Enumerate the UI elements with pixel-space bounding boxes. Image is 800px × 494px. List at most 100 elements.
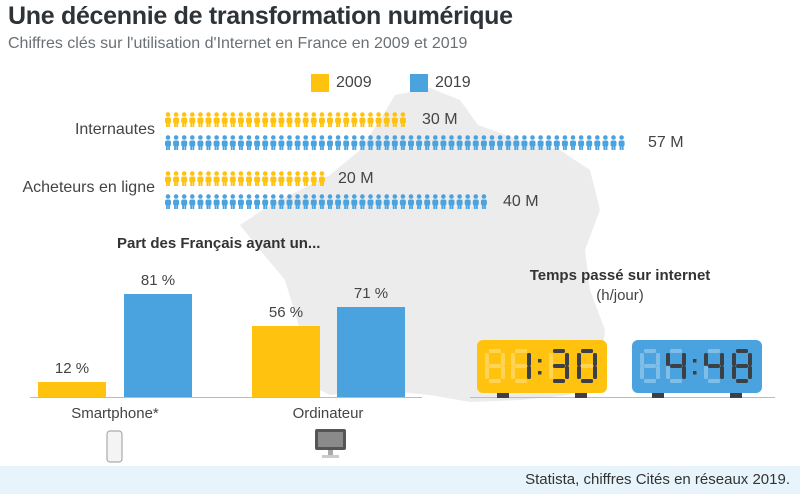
person-icon [408,194,414,209]
person-icon [213,171,220,186]
person-icon [416,194,423,209]
footer: Statista, chiffres Cités en réseaux 2019… [0,466,800,494]
person-icon [229,171,236,186]
bar-value-label: 56 % [268,303,304,321]
person-icon [181,194,188,209]
person-icon [246,112,252,127]
person-icon [294,135,301,150]
person-icon [189,112,196,127]
person-icon [246,135,252,150]
person-icon [529,135,536,150]
person-icon [262,135,269,150]
person-icon [359,112,366,127]
person-icon [335,112,342,127]
person-icon [294,171,301,186]
person-icon [181,171,188,186]
person-icon [286,112,293,127]
clock-digits [640,349,752,383]
page-subtitle: Chiffres clés sur l'utilisation d'Intern… [8,35,468,52]
person-icon [237,171,244,186]
person-icon [197,171,204,186]
person-icon [610,135,617,150]
person-icon [521,135,528,150]
category-label-ordinateur: Ordinateur [292,405,364,422]
person-icon [359,135,366,150]
person-icon [464,135,471,150]
person-icon [424,135,431,150]
person-icon [278,171,285,186]
person-icon [399,194,406,209]
digital-clock-2009: 1:30 [477,340,607,398]
person-icon [189,171,196,186]
bar-value-label: 81 % [140,272,176,290]
person-icon [310,135,317,150]
person-icon [602,135,609,150]
person-icon [497,135,504,150]
person-icon [553,135,560,150]
person-icon [262,171,269,186]
person-icon [383,112,390,127]
person-icon [399,112,406,127]
person-icon [310,194,317,209]
bar-value-label: 12 % [54,359,90,377]
person-icon [399,135,406,150]
value-label-internautes-2019: 57 M [648,134,684,151]
person-icon [189,135,196,150]
bar-smartphone-2019 [124,294,192,397]
legend-swatch-2009 [311,74,329,92]
person-icon [173,194,180,209]
person-icon [513,135,520,150]
person-icon [213,135,220,150]
person-icon [391,135,398,150]
bar-ordinateur-2009 [252,325,320,397]
person-icon [537,135,544,150]
person-icon [351,135,358,150]
person-icon [594,135,601,150]
person-icon [505,135,512,150]
person-icon [262,194,269,209]
digital-clock-2019: 4:48 [632,340,762,398]
person-icon [278,135,285,150]
page-title: Une décennie de transformation numérique [8,2,513,30]
person-icon [424,194,431,209]
person-icon [221,135,228,150]
person-icon [310,112,317,127]
person-icon [254,194,261,209]
person-icon [367,194,374,209]
person-icon [375,194,382,209]
person-icon [286,194,293,209]
person-icon [213,112,220,127]
person-icon [278,194,285,209]
person-icon [375,135,382,150]
person-icon [618,135,625,150]
person-icon [254,171,261,186]
person-icon [480,135,487,150]
person-icon [197,112,204,127]
person-icon [343,135,350,150]
person-icon [464,194,471,209]
person-icon [173,171,180,186]
person-icon [165,171,171,186]
person-icon [351,194,358,209]
person-icon [254,135,261,150]
person-icon [181,135,188,150]
value-label-acheteurs-2009: 20 M [338,170,374,187]
person-icon [318,112,325,127]
legend-label-2019: 2019 [435,74,471,91]
person-icon [165,112,171,127]
clock-baseline [470,397,775,398]
person-icon [229,194,236,209]
person-icon [375,112,382,127]
person-icon [165,194,171,209]
person-icon [472,135,479,150]
bar-chart-title: Part des Français ayant un... [117,235,321,252]
person-icon [205,135,212,150]
person-icon [302,171,309,186]
row-label-acheteurs: Acheteurs en ligne [22,179,155,196]
person-icon [327,194,333,209]
person-icon [489,135,495,150]
bar-smartphone-2009 [38,381,106,397]
person-icon [229,135,236,150]
clocks: 1:30 4:48 [470,340,775,398]
person-icon [286,135,293,150]
